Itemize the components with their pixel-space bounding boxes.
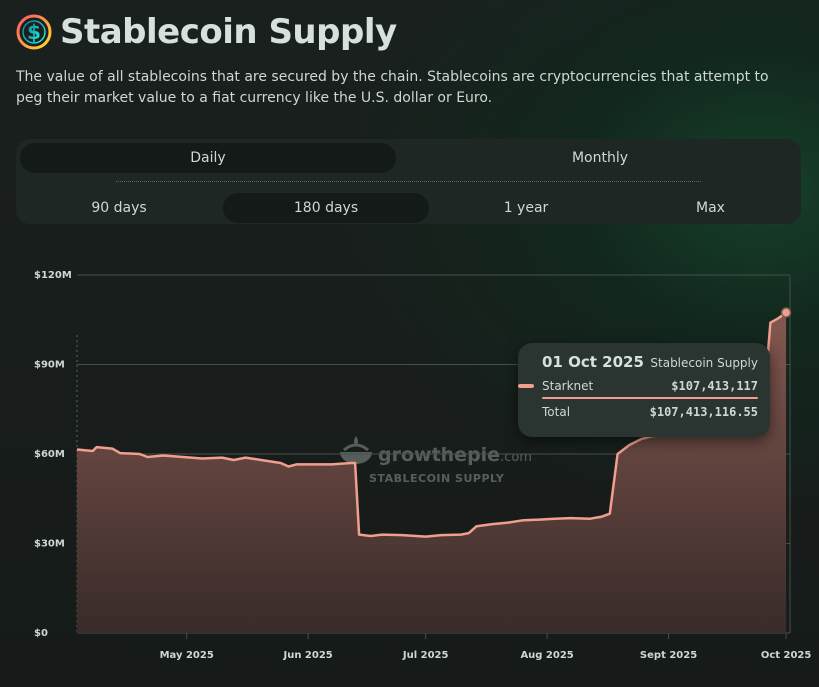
range-1-year-button[interactable]: 1 year xyxy=(429,193,623,223)
hover-point xyxy=(780,307,792,318)
tooltip-value-bar xyxy=(542,397,758,399)
tooltip-series-label: Starknet xyxy=(542,379,594,393)
tooltip-series-row: Starknet $107,413,117 xyxy=(518,379,758,393)
controls-divider xyxy=(116,181,701,182)
x-tick-label: Jun 2025 xyxy=(282,650,332,661)
chart-tooltip: 01 Oct 2025 Stablecoin Supply Starknet $… xyxy=(518,343,770,437)
series-swatch xyxy=(518,384,534,388)
range-90-days-label: 90 days xyxy=(91,200,147,216)
x-tick-label: May 2025 xyxy=(160,650,214,661)
range-1-year-label: 1 year xyxy=(503,200,549,216)
page-description: The value of all stablecoins that are se… xyxy=(16,69,769,106)
tooltip-total-label: Total xyxy=(542,405,571,419)
range-max-button[interactable]: Max xyxy=(623,193,798,223)
watermark-subtitle: STABLECOIN SUPPLY xyxy=(369,472,505,485)
tab-monthly-label: Monthly xyxy=(571,150,629,166)
svg-text:$: $ xyxy=(27,20,41,44)
tooltip-series-value: $107,413,117 xyxy=(671,379,758,393)
series-area-starknet xyxy=(77,312,787,633)
pie-logo-icon xyxy=(340,436,372,464)
tooltip-date: 01 Oct 2025 xyxy=(542,353,644,371)
x-tick-label: Sept 2025 xyxy=(640,650,697,661)
stablecoin-supply-chart[interactable]: $0 $30M $60M $90M $120M May 2025 Jun 2025 Jul 2… xyxy=(0,255,819,687)
tooltip-total-value: $107,413,116.55 xyxy=(649,405,758,419)
page-title: Stablecoin Supply xyxy=(60,12,397,52)
tooltip-total-row: Total $107,413,116.55 xyxy=(542,405,758,419)
watermark: growthepie.com STABLECOIN SUPPLY xyxy=(336,432,532,485)
tab-daily[interactable]: Daily xyxy=(20,143,396,173)
tab-daily-label: Daily xyxy=(190,150,226,166)
range-max-label: Max xyxy=(696,200,725,216)
x-tick-label: Oct 2025 xyxy=(761,650,812,661)
tab-monthly[interactable]: Monthly xyxy=(412,143,788,173)
y-tick-label: $120M xyxy=(34,270,72,281)
page-header: $ Stablecoin Supply xyxy=(16,12,397,52)
tooltip-metric: Stablecoin Supply xyxy=(650,356,758,370)
y-tick-label: $90M xyxy=(34,360,65,371)
x-tick-label: Jul 2025 xyxy=(402,650,449,661)
range-90-days-button[interactable]: 90 days xyxy=(20,193,218,223)
chart-controls: Daily Monthly 90 days 180 days 1 year Ma… xyxy=(16,139,801,224)
y-tick-label: $0 xyxy=(34,628,48,639)
range-180-days-label: 180 days xyxy=(293,200,359,216)
y-tick-label: $60M xyxy=(34,449,65,460)
x-tick-label: Aug 2025 xyxy=(520,650,573,661)
dollar-circle-icon: $ xyxy=(16,14,52,50)
range-180-days-button[interactable]: 180 days xyxy=(223,193,429,223)
y-tick-label: $30M xyxy=(34,539,65,550)
